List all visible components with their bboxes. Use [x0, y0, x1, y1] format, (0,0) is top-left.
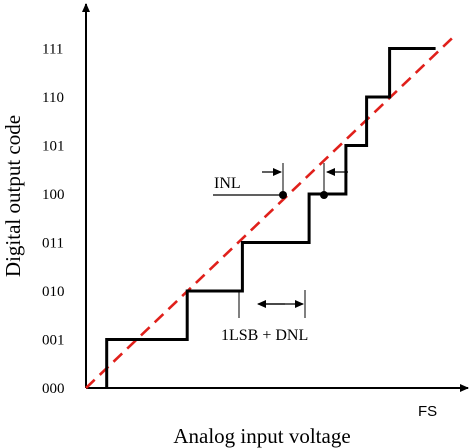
- y-tick-label: 101: [42, 139, 65, 155]
- y-axis-title: Digital output code: [1, 115, 25, 277]
- y-tick-label: 100: [42, 187, 65, 203]
- y-tick-label: 010: [42, 284, 65, 300]
- inl-label: INL: [214, 175, 241, 192]
- inl-ideal-dot: [279, 191, 287, 199]
- y-tick-label: 110: [42, 90, 64, 106]
- y-tick-label: 000: [42, 381, 65, 397]
- ideal-transfer-line: [85, 35, 455, 389]
- y-tick-label: 001: [42, 333, 65, 349]
- dnl-label: 1LSB + DNL: [221, 327, 308, 344]
- x-axis-end-label: FS: [418, 403, 437, 420]
- y-tick-label: 111: [42, 42, 63, 58]
- x-axis-title: Analog input voltage: [173, 424, 350, 448]
- inl-actual-dot: [320, 191, 328, 199]
- y-tick-label: 011: [42, 236, 64, 252]
